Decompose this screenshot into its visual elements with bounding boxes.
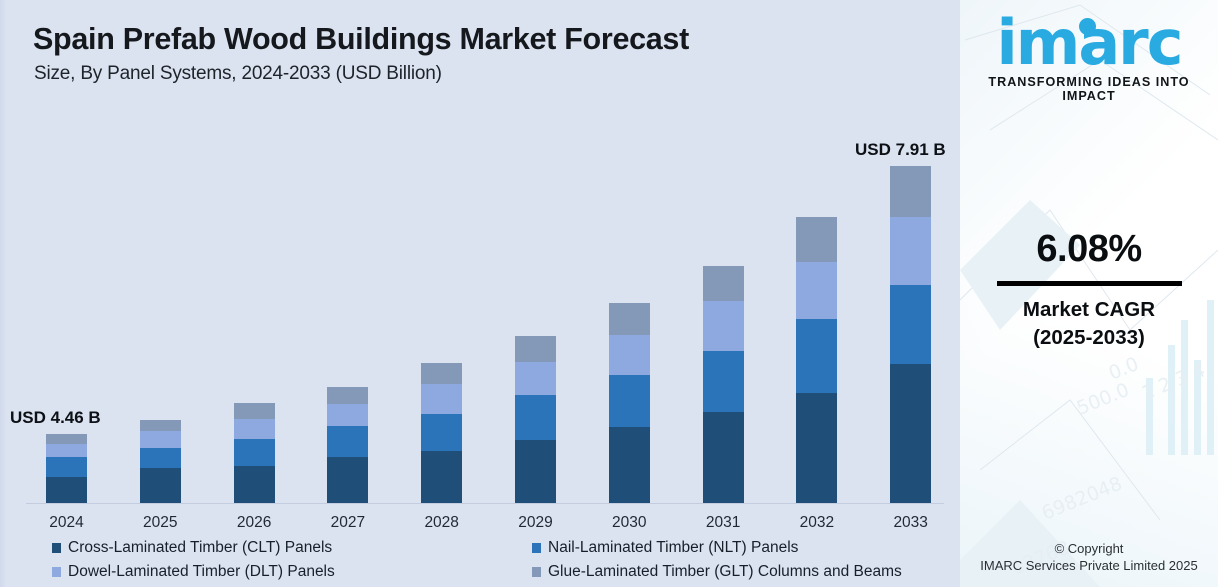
copyright-line-1: © Copyright bbox=[1054, 540, 1124, 556]
chart-panel: Spain Prefab Wood Buildings Market Forec… bbox=[0, 0, 960, 587]
legend-label: Nail-Laminated Timber (NLT) Panels bbox=[548, 539, 799, 556]
bar-segment bbox=[515, 362, 556, 395]
x-axis-tick-label: 2029 bbox=[518, 514, 553, 531]
bar-segment bbox=[421, 451, 463, 503]
bar-segment bbox=[46, 434, 87, 444]
legend-swatch-icon bbox=[532, 543, 541, 553]
legend-item[interactable]: Cross-Laminated Timber (CLT) Panels bbox=[52, 539, 532, 557]
cagr-divider bbox=[997, 281, 1182, 286]
bar-segment bbox=[702, 351, 744, 412]
x-axis-tick-label: 2032 bbox=[799, 514, 835, 531]
bar-segment bbox=[327, 426, 369, 457]
bar-segment bbox=[233, 403, 275, 419]
legend-swatch-icon bbox=[52, 567, 61, 577]
bar-segment bbox=[327, 387, 369, 404]
plot-area: 2024 2025 2026 2027 2028 2029 2030 2031 2032 2033 bbox=[26, 166, 944, 531]
cagr-period: (2025-2033) bbox=[1033, 326, 1145, 349]
bar-segment bbox=[608, 303, 650, 335]
bar-2031 bbox=[702, 266, 744, 503]
x-axis-tick-label: 2030 bbox=[612, 514, 647, 531]
imarc-logo: imarc TRANSFORMING IDEAS INTO IMPACT bbox=[960, 12, 1218, 103]
bar-2027 bbox=[327, 387, 369, 503]
cagr-value: 6.08% bbox=[1036, 228, 1142, 270]
x-axis-tick-label: 2025 bbox=[143, 514, 178, 531]
bar-2025 bbox=[139, 420, 181, 503]
legend-label: Glue-Laminated Timber (GLT) Columns and … bbox=[548, 563, 902, 580]
x-axis-tick-label: 2027 bbox=[330, 514, 366, 531]
bar-segment bbox=[515, 440, 556, 503]
chart-legend: Cross-Laminated Timber (CLT) Panels Nail-… bbox=[52, 536, 942, 584]
bar-segment bbox=[890, 217, 932, 285]
bar-2030 bbox=[608, 303, 650, 503]
bar-segment bbox=[890, 166, 932, 217]
bar-segment bbox=[702, 412, 744, 503]
svg-text:6982048: 6982048 bbox=[1039, 473, 1126, 525]
bar-segment bbox=[796, 319, 838, 393]
bar-2029 bbox=[515, 336, 556, 503]
legend-item[interactable]: Nail-Laminated Timber (NLT) Panels bbox=[532, 539, 942, 557]
bar-segment bbox=[608, 375, 650, 427]
page-title: Spain Prefab Wood Buildings Market Forec… bbox=[33, 22, 689, 56]
bar-2026 bbox=[233, 403, 275, 503]
bar-segment bbox=[421, 414, 463, 451]
bar-segment bbox=[515, 395, 556, 440]
bar-segment bbox=[46, 477, 87, 503]
bar-segment bbox=[796, 217, 838, 262]
bar-segment bbox=[46, 457, 87, 477]
brand-sidebar: 500.0 0.0 1 2 3 4 6982048 12768 imarc TR… bbox=[960, 0, 1218, 587]
x-axis-tick-label: 2026 bbox=[236, 514, 272, 531]
bar-segment bbox=[796, 393, 838, 503]
bar-segment bbox=[139, 431, 181, 448]
bar-segment bbox=[421, 363, 463, 384]
bar-segment bbox=[890, 285, 932, 364]
copyright-notice: © Copyright IMARC Services Private Limit… bbox=[960, 540, 1218, 575]
imarc-tagline: TRANSFORMING IDEAS INTO IMPACT bbox=[988, 74, 1190, 103]
bar-segment bbox=[702, 266, 744, 301]
x-axis-tick-label: 2024 bbox=[49, 514, 84, 531]
bar-segment bbox=[421, 384, 463, 414]
x-axis-line bbox=[26, 503, 944, 504]
bar-segment bbox=[796, 262, 838, 319]
bar-segment bbox=[139, 468, 181, 503]
sidebar-background-art: 500.0 0.0 1 2 3 4 6982048 12768 bbox=[960, 0, 1218, 587]
bar-segment bbox=[890, 364, 932, 503]
bar-segment bbox=[327, 457, 369, 503]
imarc-wordmark: imarc bbox=[996, 6, 1183, 79]
bar-segment bbox=[233, 419, 275, 439]
legend-label: Dowel-Laminated Timber (DLT) Panels bbox=[68, 563, 335, 580]
imarc-dot-icon bbox=[1079, 18, 1097, 35]
svg-text:500.0: 500.0 bbox=[1074, 379, 1133, 420]
bar-segment bbox=[702, 301, 744, 351]
bar-segment bbox=[515, 336, 556, 362]
bar-segment bbox=[46, 444, 87, 457]
legend-item[interactable]: Dowel-Laminated Timber (DLT) Panels bbox=[52, 563, 532, 581]
bar-2032 bbox=[796, 217, 838, 503]
bar-2028 bbox=[421, 363, 463, 503]
x-axis-tick-label: 2031 bbox=[705, 514, 741, 531]
bar-2024 bbox=[46, 434, 87, 503]
bar-2033 bbox=[890, 166, 932, 503]
bar-segment bbox=[233, 439, 275, 466]
legend-label: Cross-Laminated Timber (CLT) Panels bbox=[68, 539, 333, 556]
page-subtitle: Size, By Panel Systems, 2024-2033 (USD B… bbox=[34, 63, 442, 84]
x-axis-tick-label: 2033 bbox=[893, 514, 928, 531]
svg-text:0.0: 0.0 bbox=[1106, 353, 1142, 385]
background-lines-icon: 500.0 0.0 1 2 3 4 6982048 12768 bbox=[960, 4, 1218, 587]
legend-swatch-icon bbox=[532, 567, 541, 577]
bar-segment bbox=[233, 466, 275, 503]
legend-item[interactable]: Glue-Laminated Timber (GLT) Columns and … bbox=[532, 563, 942, 581]
start-value-annotation: USD 4.46 B bbox=[10, 408, 101, 427]
bar-segment bbox=[608, 427, 650, 503]
bar-segment bbox=[608, 335, 650, 375]
copyright-line-2: IMARC Services Private Limited 2025 bbox=[980, 558, 1198, 574]
bar-segment bbox=[139, 448, 181, 468]
x-axis-tick-label: 2028 bbox=[424, 514, 459, 531]
legend-swatch-icon bbox=[52, 543, 61, 553]
end-value-annotation: USD 7.91 B bbox=[855, 140, 946, 159]
bar-segment bbox=[327, 404, 369, 426]
bar-segment bbox=[139, 420, 181, 431]
cagr-label: Market CAGR bbox=[1022, 298, 1156, 321]
